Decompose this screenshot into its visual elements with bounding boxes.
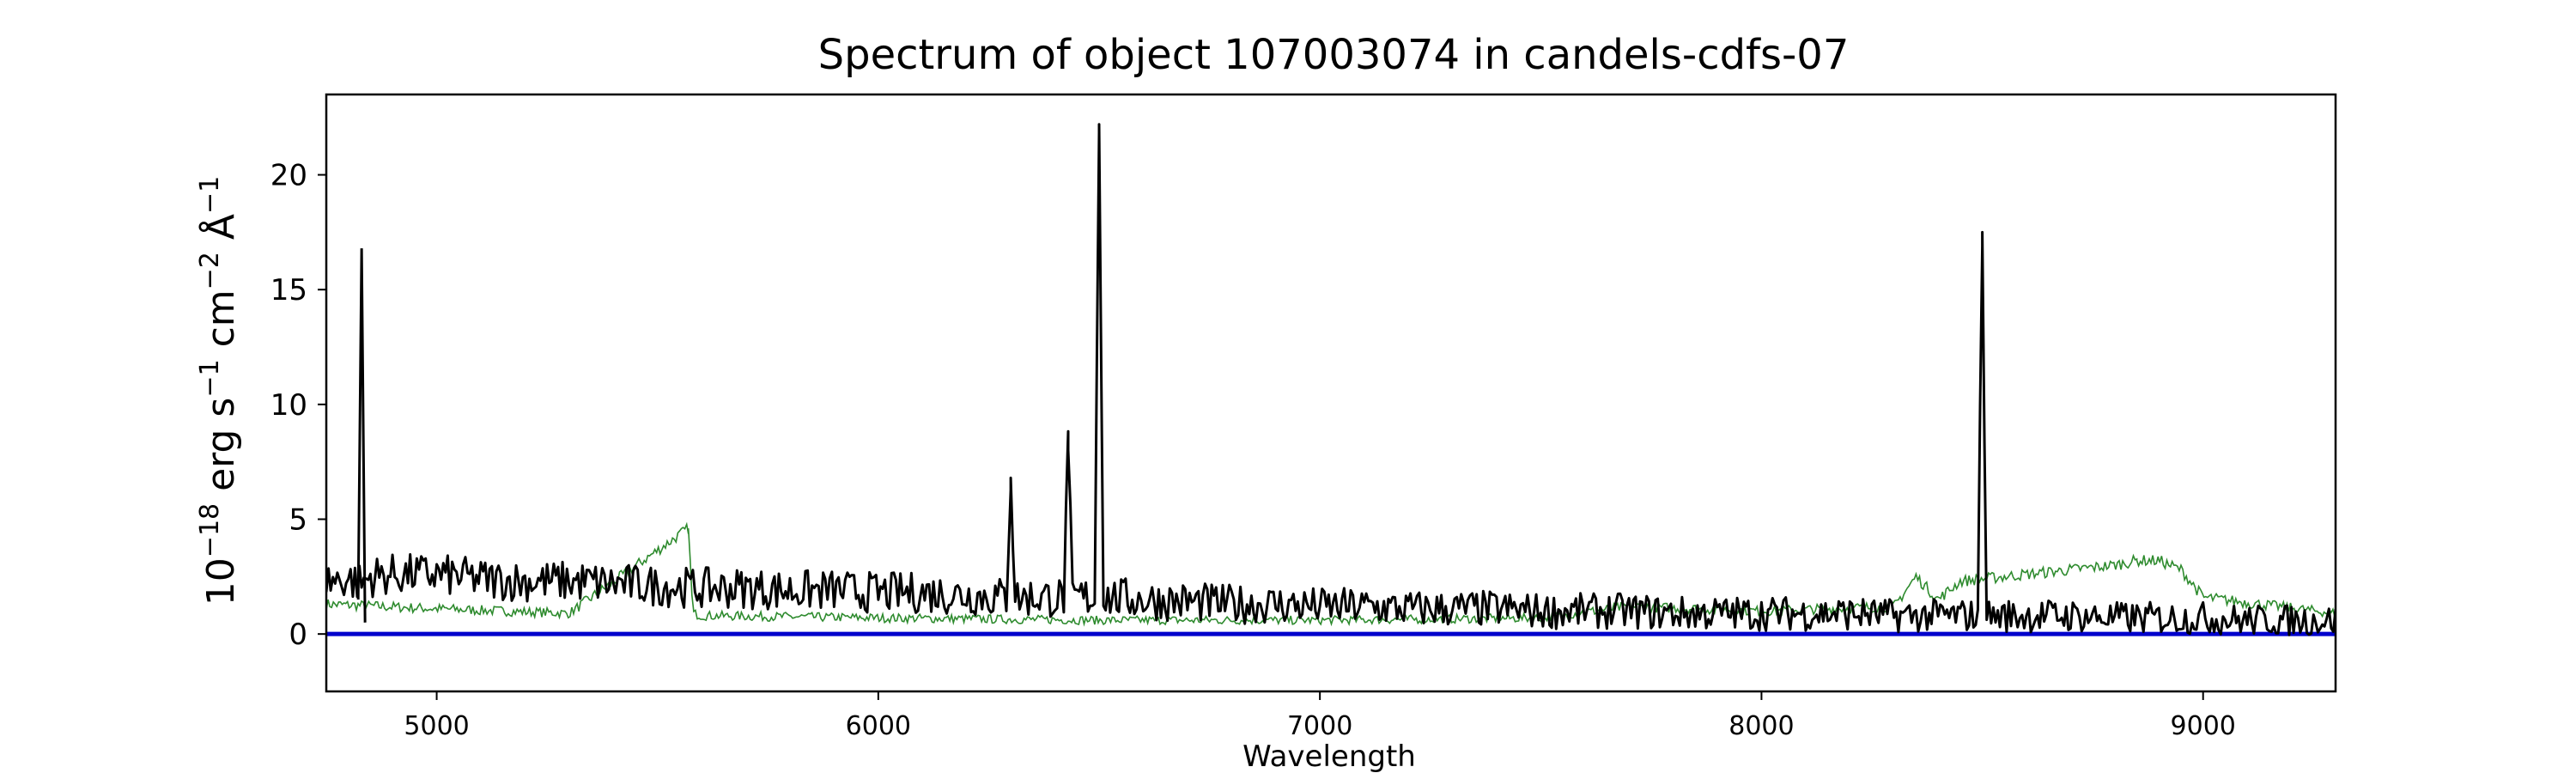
x-axis-ticks: 5000 6000 7000 8000 9000 xyxy=(404,691,2236,741)
y-label-exp-2: −2 xyxy=(195,252,225,289)
plot-frame xyxy=(325,93,2337,693)
y-tick-label: 10 xyxy=(270,388,307,423)
y-label-unit-3: Å xyxy=(197,214,243,252)
y-label-exp-1: −1 xyxy=(195,359,225,397)
x-axis-label: Wavelength xyxy=(1242,740,1416,773)
x-tick-label: 5000 xyxy=(404,711,469,741)
y-axis-label: 10−18 erg s−1 cm−2 Å−1 xyxy=(195,176,243,606)
x-tick-label: 6000 xyxy=(846,711,911,741)
series-layer xyxy=(326,123,2336,636)
x-tick-label: 8000 xyxy=(1728,711,1794,741)
y-label-unit-2: cm xyxy=(199,289,243,359)
emission-line-spike xyxy=(356,248,367,623)
y-label-unit-1: erg s xyxy=(199,398,243,503)
chart-title: Spectrum of object 107003074 in candels-… xyxy=(818,31,1850,79)
y-tick-label: 0 xyxy=(289,618,307,652)
flux-spectrum-line xyxy=(326,123,2336,636)
x-tick-label: 7000 xyxy=(1287,711,1352,741)
error-spectrum-line xyxy=(326,521,2336,627)
y-label-exp: −18 xyxy=(195,503,225,557)
y-label-exp-3: −1 xyxy=(195,176,225,214)
x-tick-label: 9000 xyxy=(2171,711,2236,741)
plot-area: 5000 6000 7000 8000 9000 0 5 10 15 20 xyxy=(270,93,2337,741)
y-tick-label: 5 xyxy=(289,503,307,538)
y-axis-ticks: 0 5 10 15 20 xyxy=(270,159,326,652)
y-label-base: 10 xyxy=(199,557,243,606)
y-tick-label: 20 xyxy=(270,159,307,193)
y-tick-label: 15 xyxy=(270,273,307,307)
